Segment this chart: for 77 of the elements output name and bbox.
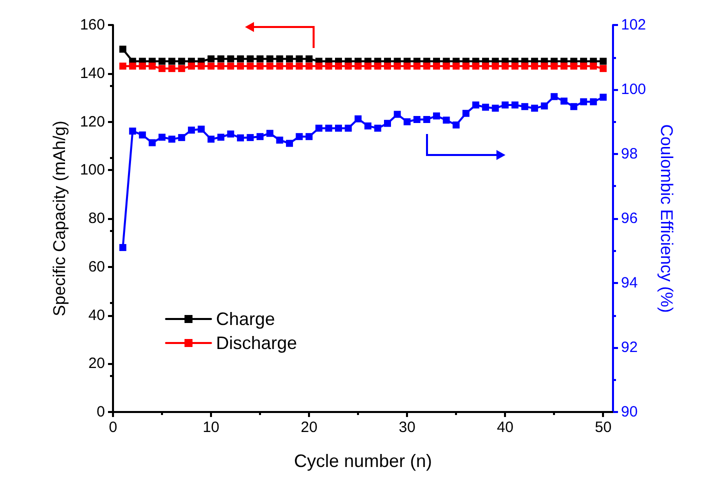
- y-tick-label: 60: [88, 258, 105, 276]
- legend-label: Charge: [216, 309, 276, 329]
- point: [148, 139, 156, 146]
- point: [119, 244, 126, 252]
- point: [138, 131, 146, 138]
- point: [433, 112, 440, 120]
- point: [168, 136, 176, 143]
- y2-tick-label: 92: [621, 339, 638, 356]
- point: [413, 116, 420, 123]
- point: [276, 136, 284, 144]
- point: [462, 110, 470, 117]
- y2-tick-label: 100: [621, 81, 646, 98]
- point: [354, 115, 362, 122]
- point: [325, 124, 332, 132]
- point: [198, 126, 205, 133]
- point: [374, 124, 382, 132]
- point: [256, 133, 264, 140]
- y-tick-label: 100: [80, 162, 105, 179]
- y2-tick-label: 90: [621, 404, 638, 420]
- point: [472, 101, 480, 108]
- y2-axis-title: Coulombic Efficiency (%): [657, 124, 676, 313]
- y2-tick-label: 98: [621, 146, 638, 162]
- y2-tick-label: 102: [621, 16, 646, 34]
- point: [600, 94, 607, 101]
- point: [531, 104, 538, 112]
- point: [580, 98, 588, 106]
- y2-tick-label: 94: [621, 274, 638, 292]
- point: [236, 134, 244, 142]
- x-tick-label: 20: [300, 419, 318, 436]
- point: [550, 93, 558, 100]
- point: [158, 134, 166, 141]
- y-tick-label: 160: [80, 16, 105, 34]
- x-axis-title: Cycle number (n): [294, 451, 432, 471]
- x-tick-label: 30: [398, 419, 416, 436]
- point: [334, 124, 342, 132]
- point: [404, 118, 411, 126]
- point: [502, 101, 509, 108]
- y-tick-label: 40: [88, 306, 105, 324]
- point: [246, 134, 254, 142]
- point: [492, 104, 499, 112]
- y-tick-label: 120: [80, 113, 105, 130]
- point: [217, 134, 224, 141]
- point: [560, 98, 568, 105]
- point: [296, 133, 303, 140]
- x-tick-label: 50: [594, 419, 612, 436]
- y-axis-title: Specific Capacity (mAh/g): [50, 120, 69, 316]
- point: [590, 98, 597, 106]
- point: [540, 102, 548, 110]
- point: [178, 134, 186, 142]
- point: [423, 116, 430, 123]
- point: [188, 126, 195, 134]
- point: [482, 104, 490, 111]
- point: [364, 122, 372, 130]
- point: [442, 116, 450, 124]
- point: [394, 110, 401, 118]
- point: [315, 124, 322, 132]
- legend-label: Discharge: [216, 333, 298, 353]
- y-tick-label: 20: [88, 355, 105, 372]
- point: [344, 124, 352, 132]
- point: [286, 140, 293, 147]
- x-tick-label: 10: [202, 419, 220, 436]
- point: [384, 120, 392, 127]
- point: [227, 130, 234, 138]
- y-tick-label: 140: [80, 64, 105, 82]
- x-tick-label: 0: [108, 419, 118, 436]
- point: [521, 103, 528, 110]
- point: [208, 136, 215, 143]
- point: [306, 133, 313, 140]
- point: [129, 128, 136, 135]
- point: [511, 101, 518, 108]
- point: [266, 130, 274, 137]
- point: [452, 121, 460, 128]
- y-tick-label: 80: [88, 210, 105, 227]
- x-tick-label: 40: [496, 419, 514, 436]
- y-tick-label: 0: [96, 404, 105, 420]
- y2-tick-label: 96: [621, 210, 638, 227]
- point: [570, 103, 578, 110]
